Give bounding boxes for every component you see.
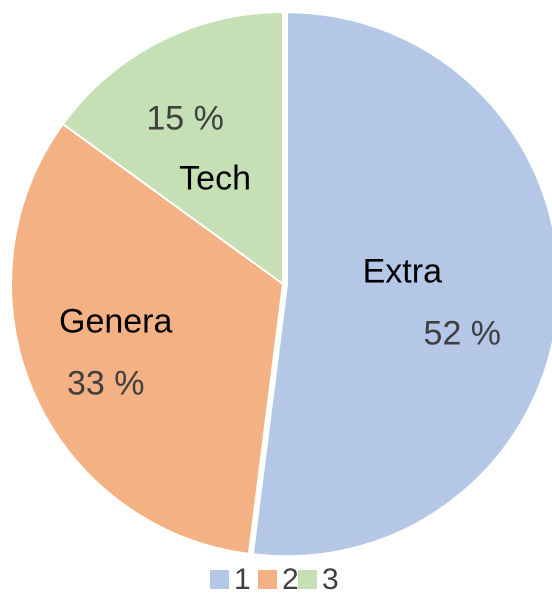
legend-label: 3 bbox=[322, 563, 339, 596]
pie-slice bbox=[10, 122, 285, 555]
slice-label: Genera bbox=[59, 302, 172, 340]
legend-swatch bbox=[210, 570, 229, 589]
slice-label: Extra bbox=[363, 252, 442, 290]
pie-slice bbox=[61, 10, 284, 286]
slice-label: Tech bbox=[179, 160, 251, 198]
legend-label: 1 bbox=[234, 563, 251, 596]
legend-swatch bbox=[258, 570, 277, 589]
legend-label: 2 bbox=[282, 563, 299, 596]
legend-swatch bbox=[298, 570, 317, 589]
slice-value-label: 52 % bbox=[424, 314, 502, 352]
slice-value-label: 33 % bbox=[67, 364, 145, 402]
slice-value-label: 15 % bbox=[146, 100, 224, 138]
pie-slice bbox=[251, 11, 552, 558]
